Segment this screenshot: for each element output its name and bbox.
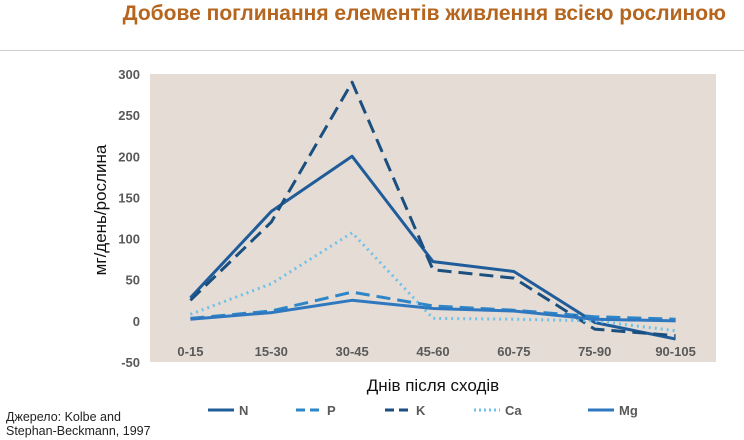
y-axis-label: мг/день/рослина (91, 144, 110, 275)
title-divider (0, 50, 744, 51)
x-axis-ticks: 0-15 15-30 30-45 45-60 60-75 75-90 90-105 (177, 344, 695, 359)
x-tick-label: 75-90 (578, 344, 611, 359)
legend-label-k: K (416, 403, 426, 418)
legend-label-mg: Mg (619, 403, 638, 418)
source-line-1: Джерело: Kolbe and (6, 410, 121, 424)
x-tick-label: 30-45 (336, 344, 369, 359)
y-tick-label: 150 (118, 190, 140, 205)
y-axis-ticks: 300 250 200 150 100 50 0 -50 (118, 67, 140, 370)
y-tick-label: -50 (121, 355, 140, 370)
series-line-n (189, 154, 676, 341)
y-tick-label: 100 (118, 232, 140, 247)
series-line-mg (190, 298, 676, 323)
y-tick-label: 300 (118, 67, 140, 82)
x-tick-label: 90-105 (655, 344, 695, 359)
x-tick-label: 45-60 (416, 344, 449, 359)
legend-label-ca: Ca (505, 403, 522, 418)
page-title: Добове поглинання елементів живлення всі… (122, 2, 726, 25)
series-line-k (189, 80, 676, 338)
legend-label-n: N (239, 403, 248, 418)
source-note: Джерело: Kolbe and Stephan-Beckmann, 199… (6, 410, 151, 438)
x-tick-label: 15-30 (255, 344, 288, 359)
series-line-p (190, 290, 676, 321)
y-tick-label: 200 (118, 149, 140, 164)
legend-label-p: P (327, 403, 336, 418)
x-tick-label: 60-75 (497, 344, 530, 359)
y-tick-label: 50 (126, 273, 140, 288)
legend: N P K Ca Mg (208, 403, 638, 418)
series-lines (189, 80, 676, 341)
x-tick-label: 0-15 (177, 344, 203, 359)
y-tick-label: 250 (118, 108, 140, 123)
x-axis-label: Днів після сходів (367, 376, 499, 395)
y-tick-label: 0 (133, 314, 140, 329)
source-line-2: Stephan-Beckmann, 1997 (6, 424, 151, 438)
